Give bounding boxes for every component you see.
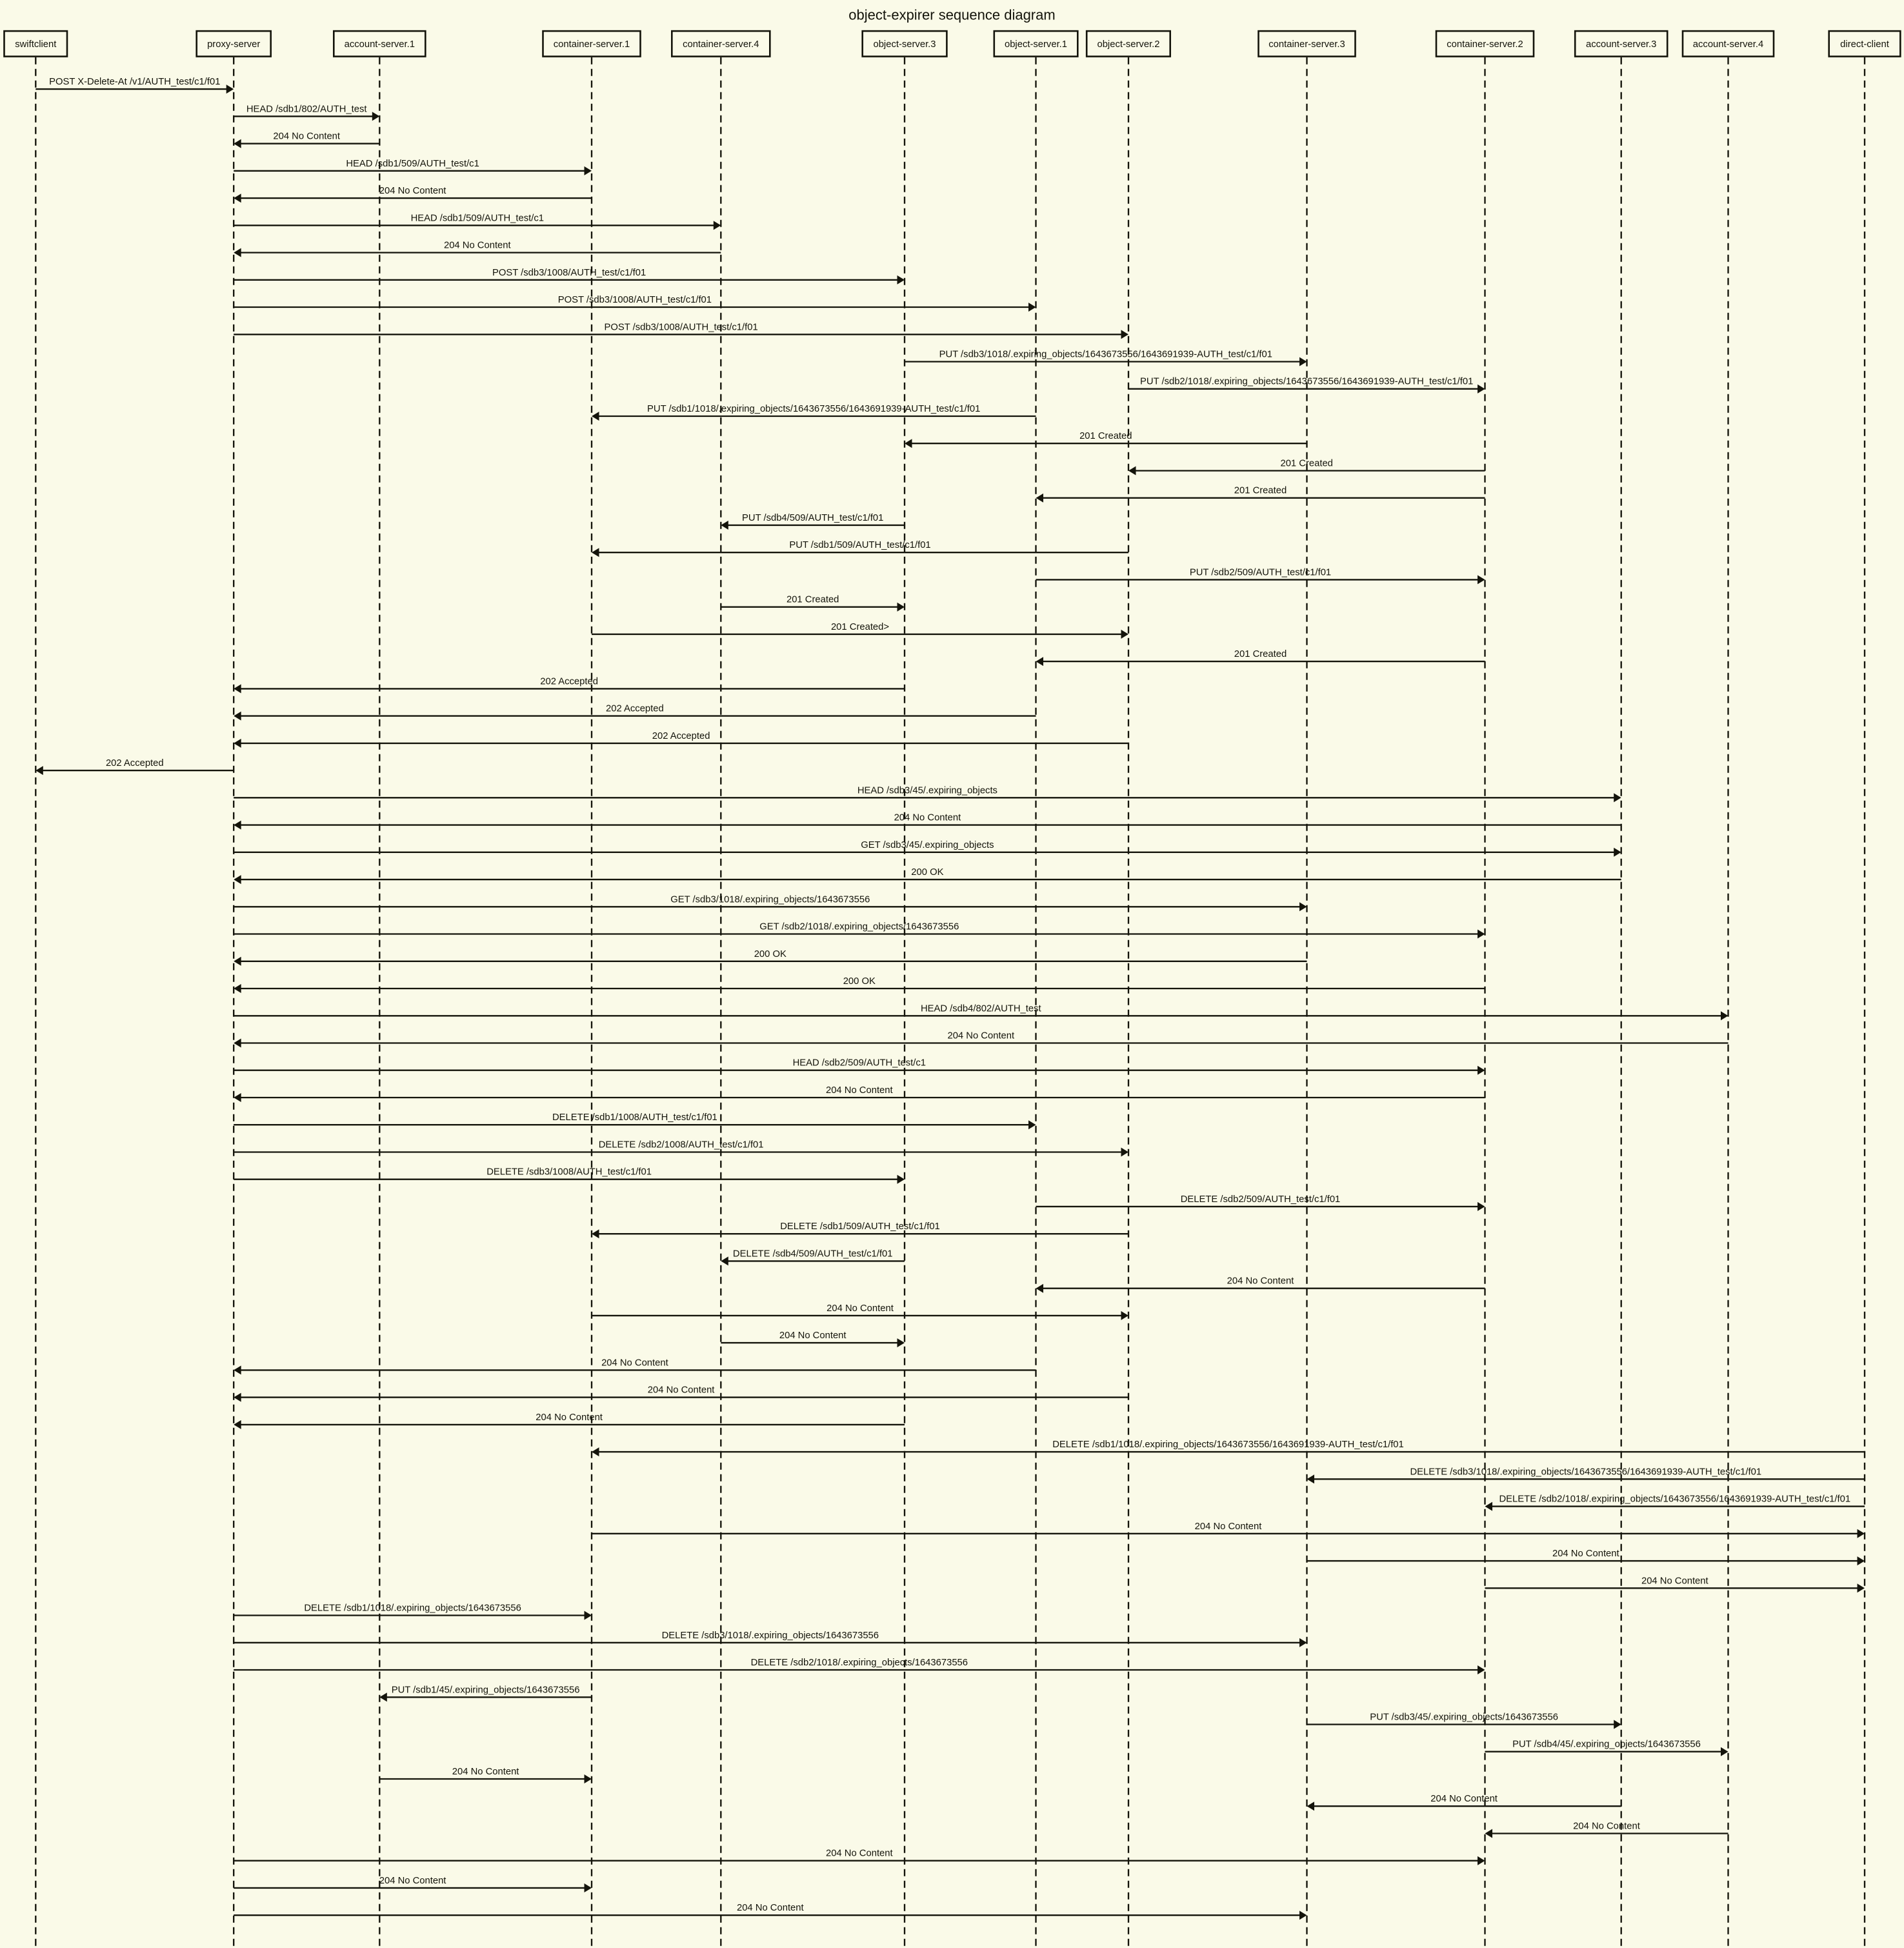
svg-text:PUT /sdb2/1018/.expiring_objec: PUT /sdb2/1018/.expiring_objects/1643673… xyxy=(1140,377,1473,387)
svg-text:PUT /sdb2/509/AUTH_test/c1/f01: PUT /sdb2/509/AUTH_test/c1/f01 xyxy=(1190,567,1331,577)
svg-text:204 No Content: 204 No Content xyxy=(444,241,511,251)
svg-text:DELETE /sdb2/1008/AUTH_test/c1: DELETE /sdb2/1008/AUTH_test/c1/f01 xyxy=(599,1140,764,1150)
svg-text:204 No Content: 204 No Content xyxy=(1573,1822,1640,1832)
svg-text:201 Created: 201 Created xyxy=(787,595,839,605)
svg-text:PUT /sdb4/45/.expiring_objects: PUT /sdb4/45/.expiring_objects/164367355… xyxy=(1512,1740,1701,1750)
svg-text:204 No Content: 204 No Content xyxy=(947,1031,1014,1041)
svg-text:204 No Content: 204 No Content xyxy=(536,1412,603,1423)
svg-text:DELETE /sdb2/1018/.expiring_ob: DELETE /sdb2/1018/.expiring_objects/1643… xyxy=(751,1658,968,1668)
svg-text:DELETE /sdb1/1018/.expiring_ob: DELETE /sdb1/1018/.expiring_objects/1643… xyxy=(304,1603,521,1614)
svg-text:HEAD /sdb1/802/AUTH_test: HEAD /sdb1/802/AUTH_test xyxy=(246,104,367,114)
svg-text:204 No Content: 204 No Content xyxy=(452,1767,519,1777)
svg-text:DELETE /sdb2/1018/.expiring_ob: DELETE /sdb2/1018/.expiring_objects/1643… xyxy=(1499,1494,1851,1505)
svg-text:204 No Content: 204 No Content xyxy=(826,1085,893,1096)
svg-text:204 No Content: 204 No Content xyxy=(827,1303,894,1314)
svg-text:200 OK: 200 OK xyxy=(911,867,943,878)
svg-text:DELETE /sdb1/509/AUTH_test/c1/: DELETE /sdb1/509/AUTH_test/c1/f01 xyxy=(780,1221,940,1232)
svg-text:PUT /sdb4/509/AUTH_test/c1/f01: PUT /sdb4/509/AUTH_test/c1/f01 xyxy=(742,513,883,523)
svg-text:DELETE /sdb3/1018/.expiring_ob: DELETE /sdb3/1018/.expiring_objects/1643… xyxy=(1410,1467,1762,1477)
svg-text:HEAD /sdb2/509/AUTH_test/c1: HEAD /sdb2/509/AUTH_test/c1 xyxy=(793,1058,926,1069)
svg-text:204 No Content: 204 No Content xyxy=(379,1876,446,1886)
svg-text:HEAD /sdb1/509/AUTH_test/c1: HEAD /sdb1/509/AUTH_test/c1 xyxy=(346,159,479,169)
svg-text:204 No Content: 204 No Content xyxy=(779,1330,847,1341)
svg-text:POST /sdb3/1008/AUTH_test/c1/f: POST /sdb3/1008/AUTH_test/c1/f01 xyxy=(492,268,646,278)
svg-text:object-server.3: object-server.3 xyxy=(873,39,936,50)
svg-text:PUT /sdb3/1018/.expiring_objec: PUT /sdb3/1018/.expiring_objects/1643673… xyxy=(939,350,1272,360)
svg-text:DELETE /sdb1/1018/.expiring_ob: DELETE /sdb1/1018/.expiring_objects/1643… xyxy=(1052,1440,1404,1450)
svg-text:204 No Content: 204 No Content xyxy=(1552,1549,1619,1559)
svg-text:PUT /sdb3/45/.expiring_objects: PUT /sdb3/45/.expiring_objects/164367355… xyxy=(1370,1712,1558,1723)
svg-text:DELETE /sdb3/1018/.expiring_ob: DELETE /sdb3/1018/.expiring_objects/1643… xyxy=(662,1631,879,1641)
svg-text:200 OK: 200 OK xyxy=(754,949,787,959)
svg-text:204 No Content: 204 No Content xyxy=(894,813,961,823)
svg-text:202 Accepted: 202 Accepted xyxy=(540,676,598,687)
svg-text:DELETE /sdb3/1008/AUTH_test/c1: DELETE /sdb3/1008/AUTH_test/c1/f01 xyxy=(486,1167,652,1178)
svg-text:PUT /sdb1/45/.expiring_objects: PUT /sdb1/45/.expiring_objects/164367355… xyxy=(392,1685,580,1695)
svg-text:PUT /sdb1/1018/.expiring_objec: PUT /sdb1/1018/.expiring_objects/1643673… xyxy=(647,404,980,414)
svg-text:204 No Content: 204 No Content xyxy=(1430,1794,1498,1804)
svg-text:201 Created: 201 Created xyxy=(1234,486,1287,496)
svg-text:container-server.2: container-server.2 xyxy=(1447,39,1523,50)
svg-text:swiftclient: swiftclient xyxy=(15,39,56,50)
svg-text:object-server.2: object-server.2 xyxy=(1097,39,1159,50)
svg-text:DELETE /sdb4/509/AUTH_test/c1/: DELETE /sdb4/509/AUTH_test/c1/f01 xyxy=(733,1249,893,1259)
svg-text:GET /sdb3/1018/.expiring_objec: GET /sdb3/1018/.expiring_objects/1643673… xyxy=(670,894,870,905)
svg-text:204 No Content: 204 No Content xyxy=(1227,1276,1294,1287)
svg-text:204 No Content: 204 No Content xyxy=(273,132,340,142)
svg-text:204 No Content: 204 No Content xyxy=(826,1849,893,1859)
svg-text:202 Accepted: 202 Accepted xyxy=(652,731,710,741)
svg-text:204 No Content: 204 No Content xyxy=(379,186,446,196)
svg-text:PUT /sdb1/509/AUTH_test/c1/f01: PUT /sdb1/509/AUTH_test/c1/f01 xyxy=(789,540,930,550)
svg-text:204 No Content: 204 No Content xyxy=(1641,1576,1709,1586)
svg-text:container-server.4: container-server.4 xyxy=(683,39,759,50)
svg-text:account-server.4: account-server.4 xyxy=(1693,39,1763,50)
svg-text:proxy-server: proxy-server xyxy=(207,39,260,50)
svg-text:HEAD /sdb4/802/AUTH_test: HEAD /sdb4/802/AUTH_test xyxy=(921,1003,1041,1014)
svg-text:POST /sdb3/1008/AUTH_test/c1/f: POST /sdb3/1008/AUTH_test/c1/f01 xyxy=(558,295,712,305)
svg-text:204 No Content: 204 No Content xyxy=(601,1358,668,1368)
svg-text:201 Created: 201 Created xyxy=(1280,459,1332,469)
svg-text:container-server.3: container-server.3 xyxy=(1268,39,1345,50)
svg-text:GET /sdb3/45/.expiring_objects: GET /sdb3/45/.expiring_objects xyxy=(861,840,994,850)
svg-text:DELETE /sdb2/509/AUTH_test/c1/: DELETE /sdb2/509/AUTH_test/c1/f01 xyxy=(1181,1194,1341,1205)
svg-text:account-server.3: account-server.3 xyxy=(1586,39,1656,50)
svg-text:201 Created: 201 Created xyxy=(1079,431,1132,441)
svg-text:204 No Content: 204 No Content xyxy=(1195,1521,1262,1532)
svg-text:201 Created>: 201 Created> xyxy=(831,622,889,632)
svg-text:GET /sdb2/1018/.expiring_objec: GET /sdb2/1018/.expiring_objects/1643673… xyxy=(759,922,959,932)
svg-text:direct-client: direct-client xyxy=(1840,39,1889,50)
svg-text:201 Created: 201 Created xyxy=(1234,649,1287,659)
svg-text:object-server.1: object-server.1 xyxy=(1005,39,1067,50)
svg-text:POST /sdb3/1008/AUTH_test/c1/f: POST /sdb3/1008/AUTH_test/c1/f01 xyxy=(604,322,757,332)
svg-text:202 Accepted: 202 Accepted xyxy=(606,704,664,714)
svg-text:204 No Content: 204 No Content xyxy=(648,1385,715,1396)
svg-text:POST X-Delete-At /v1/AUTH_test: POST X-Delete-At /v1/AUTH_test/c1/f01 xyxy=(49,77,220,87)
svg-text:object-expirer sequence diagra: object-expirer sequence diagram xyxy=(848,7,1055,23)
svg-text:HEAD /sdb1/509/AUTH_test/c1: HEAD /sdb1/509/AUTH_test/c1 xyxy=(411,213,544,223)
svg-text:HEAD /sdb3/45/.expiring_object: HEAD /sdb3/45/.expiring_objects xyxy=(857,785,997,796)
svg-text:container-server.1: container-server.1 xyxy=(554,39,630,50)
svg-text:204 No Content: 204 No Content xyxy=(737,1903,804,1913)
svg-text:200 OK: 200 OK xyxy=(843,976,876,987)
svg-text:DELETE /sdb1/1008/AUTH_test/c1: DELETE /sdb1/1008/AUTH_test/c1/f01 xyxy=(552,1112,717,1123)
svg-text:account-server.1: account-server.1 xyxy=(345,39,415,50)
svg-text:202 Accepted: 202 Accepted xyxy=(106,758,164,768)
